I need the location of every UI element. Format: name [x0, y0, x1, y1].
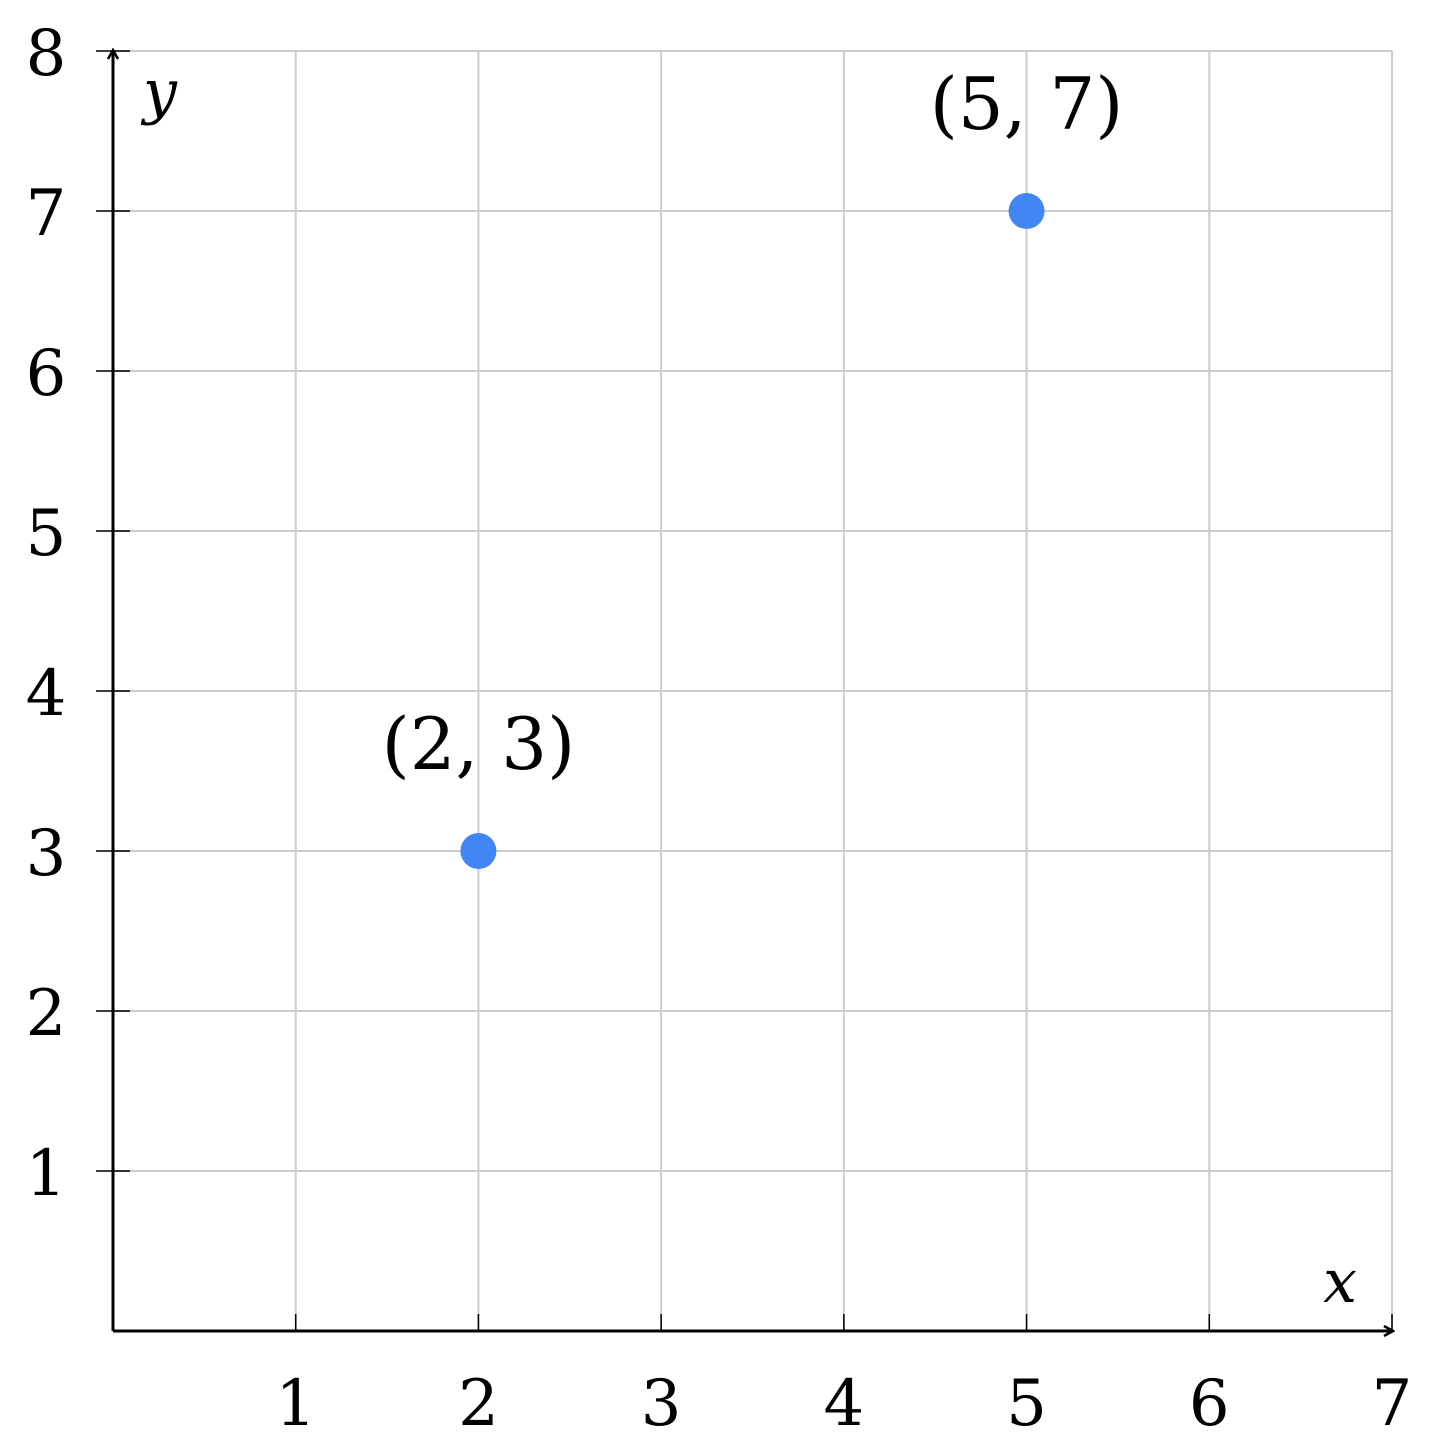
- x-tick-label: 7: [1372, 1367, 1413, 1441]
- x-tick-label: 3: [641, 1367, 682, 1441]
- data-point-label: (5, 7): [930, 62, 1124, 146]
- point-labels: (2, 3) (5, 7): [382, 62, 1124, 786]
- x-tick-label: 1: [275, 1367, 316, 1441]
- data-points: [460, 193, 1045, 869]
- y-tick-label: 3: [26, 817, 67, 891]
- x-tick-label: 6: [1189, 1367, 1230, 1441]
- x-tick-label: 4: [823, 1367, 864, 1441]
- y-tick-label: 7: [26, 177, 67, 251]
- y-tick-label: 1: [26, 1137, 67, 1211]
- y-tick-label: 2: [26, 977, 67, 1051]
- tick-labels: 1 2 3 4 5 6 7 1 2 3 4 5 6 7 8: [26, 17, 1413, 1441]
- data-point: [1008, 193, 1045, 229]
- y-tick-label: 5: [26, 497, 67, 571]
- x-tick-label: 2: [458, 1367, 499, 1441]
- x-tick-label: 5: [1006, 1367, 1047, 1441]
- y-tick-label: 6: [26, 337, 67, 411]
- data-point-label: (2, 3): [382, 702, 576, 786]
- grid-lines: [113, 50, 1393, 1331]
- y-axis-label: y: [140, 57, 178, 127]
- data-point: [460, 833, 497, 869]
- axes: [113, 51, 1392, 1331]
- x-axis-label: x: [1323, 1247, 1357, 1317]
- y-tick-label: 8: [26, 17, 67, 91]
- y-tick-label: 4: [26, 657, 67, 731]
